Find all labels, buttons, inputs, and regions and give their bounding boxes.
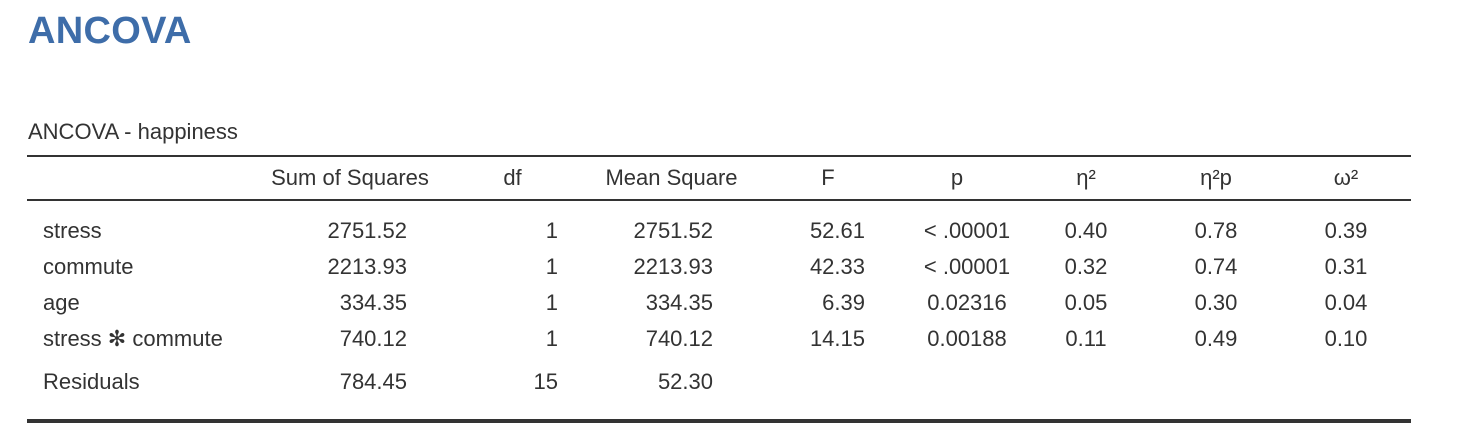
- p-cell: 0.02316: [927, 290, 1007, 315]
- eta-cell: 0.32: [1064, 254, 1108, 279]
- etap-cell: 0.74: [1194, 254, 1238, 279]
- ms-cell: 740.12: [645, 326, 713, 351]
- etap-cell: 0.78: [1194, 218, 1238, 243]
- omega-cell: 0.04: [1324, 290, 1368, 315]
- table-title: ANCOVA - happiness: [28, 119, 238, 144]
- ms-cell: 2213.93: [633, 254, 713, 279]
- residuals-row: Residuals 784.45 15 52.30: [27, 357, 1411, 421]
- p-cell: [893, 357, 1021, 421]
- p-cell: < .00001: [923, 218, 1011, 243]
- header-eta-squared: η²: [1076, 165, 1096, 190]
- table-header: Sum of Squares df Mean Square F p η² η²p…: [27, 156, 1411, 200]
- header-omega-squared: ω²: [1333, 165, 1359, 190]
- etap-cell: 0.49: [1194, 326, 1238, 351]
- ss-cell: 2213.93: [327, 254, 407, 279]
- table-row: age 334.35 1 334.35 6.39 0.02316 0.05 0.…: [27, 285, 1411, 321]
- eta-cell: 0.11: [1065, 326, 1107, 351]
- term-cell: stress ✻ commute: [43, 326, 223, 351]
- header-sum-of-squares: Sum of Squares: [271, 165, 429, 190]
- ss-cell: 2751.52: [327, 218, 407, 243]
- omega-cell: [1281, 357, 1411, 421]
- term-cell: commute: [43, 254, 134, 279]
- header-df: df: [503, 165, 522, 190]
- ss-cell: 740.12: [339, 326, 407, 351]
- df-cell: 15: [533, 369, 558, 394]
- eta-cell: [1021, 357, 1151, 421]
- table-row: stress ✻ commute 740.12 1 740.12 14.15 0…: [27, 321, 1411, 357]
- header-f: F: [821, 165, 835, 190]
- header-partial-eta-squared: η²p: [1200, 165, 1232, 190]
- df-cell: 1: [545, 218, 558, 243]
- header-term: [27, 156, 255, 200]
- ms-cell: 52.30: [657, 369, 713, 394]
- ss-cell: 784.45: [339, 369, 407, 394]
- omega-cell: 0.31: [1324, 254, 1368, 279]
- header-mean-square: Mean Square: [605, 165, 738, 190]
- etap-cell: 0.30: [1194, 290, 1238, 315]
- eta-cell: 0.40: [1064, 218, 1108, 243]
- table-row: commute 2213.93 1 2213.93 42.33 < .00001…: [27, 249, 1411, 285]
- f-cell: 14.15: [809, 326, 865, 351]
- f-cell: 6.39: [822, 290, 865, 315]
- eta-cell: 0.05: [1064, 290, 1108, 315]
- f-cell: [763, 357, 893, 421]
- table-row: stress 2751.52 1 2751.52 52.61 < .00001 …: [27, 200, 1411, 249]
- omega-cell: 0.10: [1324, 326, 1368, 351]
- df-cell: 1: [545, 254, 558, 279]
- header-p: p: [950, 165, 964, 190]
- term-cell: Residuals: [43, 369, 140, 394]
- f-cell: 52.61: [809, 218, 865, 243]
- ms-cell: 334.35: [645, 290, 713, 315]
- f-cell: 42.33: [809, 254, 865, 279]
- df-cell: 1: [545, 326, 558, 351]
- table-body: stress 2751.52 1 2751.52 52.61 < .00001 …: [27, 200, 1411, 421]
- ms-cell: 2751.52: [633, 218, 713, 243]
- ss-cell: 334.35: [339, 290, 407, 315]
- p-cell: < .00001: [923, 254, 1011, 279]
- header-row: Sum of Squares df Mean Square F p η² η²p…: [27, 156, 1411, 200]
- etap-cell: [1151, 357, 1281, 421]
- p-cell: 0.00188: [927, 326, 1007, 351]
- page-title: ANCOVA: [28, 10, 192, 52]
- term-cell: stress: [43, 218, 102, 243]
- term-cell: age: [43, 290, 80, 315]
- ancova-table: Sum of Squares df Mean Square F p η² η²p…: [27, 155, 1411, 423]
- df-cell: 1: [545, 290, 558, 315]
- omega-cell: 0.39: [1324, 218, 1368, 243]
